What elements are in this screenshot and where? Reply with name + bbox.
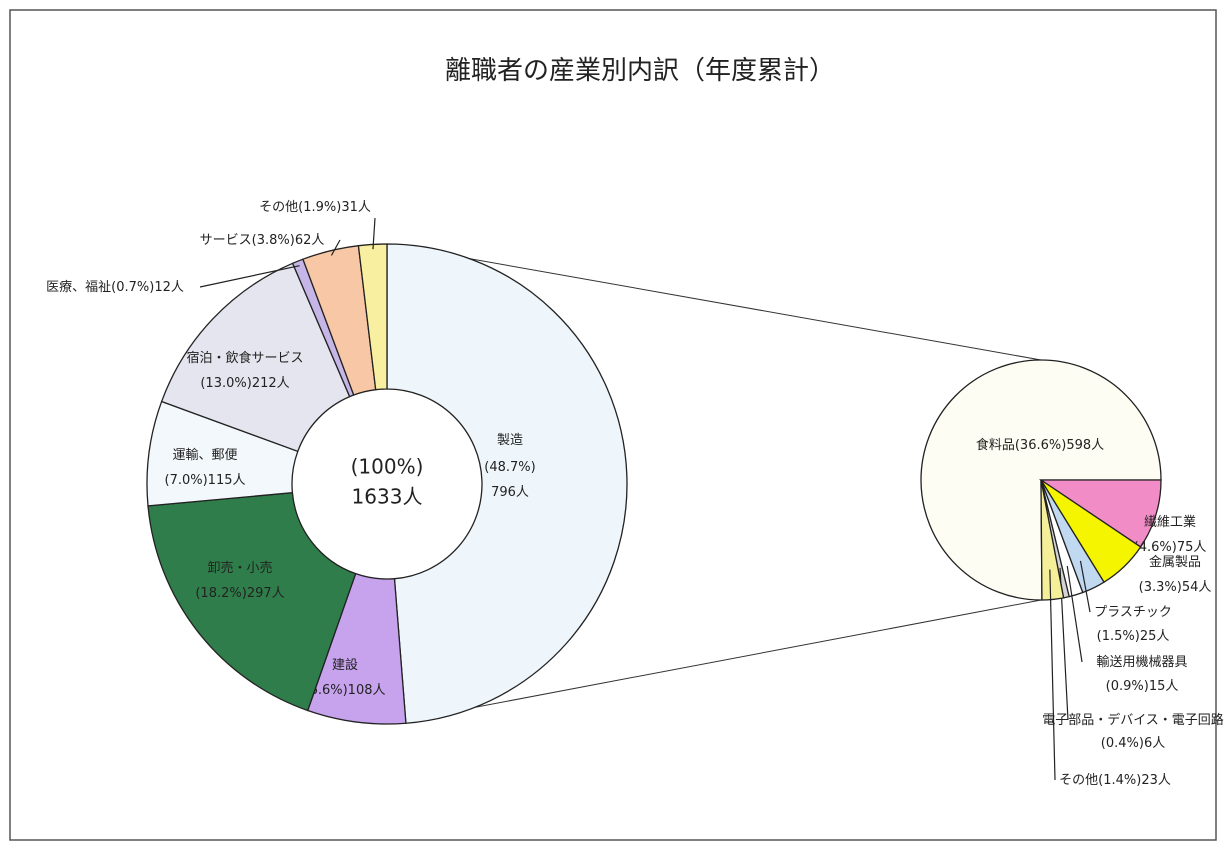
label-part: (18.2%) xyxy=(195,586,246,601)
label-part: 製造 xyxy=(497,433,523,448)
leader-line xyxy=(372,217,376,250)
slice xyxy=(147,491,357,712)
label-part: 31人 xyxy=(341,200,371,215)
label-part: 15人 xyxy=(1149,679,1179,694)
label-part: その他 xyxy=(1059,773,1098,788)
label-part: 75人 xyxy=(1177,540,1207,555)
label-part: 宿泊・飲食サービス xyxy=(186,350,303,366)
label-part: 建設 xyxy=(332,657,358,673)
label-part: 電子部品・デバイス・電子回路 xyxy=(1042,712,1224,728)
slice-label: (7.0%)115人 xyxy=(165,473,246,488)
label-part: 12人 xyxy=(154,280,184,295)
slice-label: 医療、福祉(0.7%)12人 xyxy=(46,280,184,295)
center-label: 1633人 xyxy=(352,485,423,509)
label-part: (7.0%) xyxy=(165,473,208,488)
slice-label: 食料品(36.6%)598人 xyxy=(976,437,1104,453)
slice-label: (13.0%)212人 xyxy=(200,376,289,391)
label-part: 108人 xyxy=(348,683,386,698)
slice-label: 宿泊・飲食サービス xyxy=(186,350,303,366)
label-part: 6人 xyxy=(1144,736,1165,751)
slice xyxy=(160,262,351,453)
label-part: 輸送用機械器具 xyxy=(1096,655,1187,670)
label-part: (0.7%) xyxy=(111,280,154,295)
label-part: (1.4%) xyxy=(1098,773,1141,788)
slice-label: 電子部品・デバイス・電子回路 xyxy=(1042,712,1224,728)
label-part: 23人 xyxy=(1141,773,1171,788)
label-part: 金属製品 xyxy=(1149,554,1201,570)
leader-line xyxy=(1066,565,1083,663)
label-part: 297人 xyxy=(247,586,285,601)
label-part: その他 xyxy=(259,200,298,215)
slice-label: 運輸、郵便 xyxy=(172,448,237,463)
center-label: (100%) xyxy=(351,455,424,479)
slice xyxy=(357,243,388,391)
leader-line xyxy=(330,239,341,256)
slice-label: (0.9%)15人 xyxy=(1106,679,1179,694)
slice-label: (0.4%)6人 xyxy=(1101,736,1165,751)
label-part: 繊維工業 xyxy=(1144,514,1196,530)
label-part: (3.3%) xyxy=(1139,580,1182,595)
label-part: (36.6%) xyxy=(1015,438,1066,453)
label-part: 212人 xyxy=(252,376,290,391)
label-part: 食料品 xyxy=(976,437,1015,453)
leader-line xyxy=(1079,560,1091,613)
slice-label: (4.6%)75人 xyxy=(1134,540,1207,555)
label-part: 598人 xyxy=(1066,438,1104,453)
slice-label: 輸送用機械器具 xyxy=(1096,655,1187,670)
slice-label: その他(1.4%)23人 xyxy=(1059,773,1171,788)
chart-title: 離職者の産業別内訳（年度累計） xyxy=(445,56,835,86)
slice-label: (18.2%)297人 xyxy=(195,586,284,601)
label-part: (0.4%) xyxy=(1101,736,1144,751)
slice-label: 卸売・小売 xyxy=(207,560,272,576)
label-part: (1.5%) xyxy=(1097,629,1140,644)
slice-label: 796人 xyxy=(491,485,529,500)
label-part: サービス xyxy=(200,233,252,248)
label-part: (48.7%) xyxy=(484,460,535,475)
leader-line xyxy=(1049,569,1056,781)
slice-label: サービス(3.8%)62人 xyxy=(200,233,325,248)
slice-label: その他(1.9%)31人 xyxy=(259,200,371,215)
slice-label: 金属製品 xyxy=(1149,554,1201,570)
label-part: 115人 xyxy=(208,473,246,488)
slice-label: 製造 xyxy=(497,433,523,448)
slice-label: プラスチック xyxy=(1094,605,1172,620)
label-part: 796人 xyxy=(491,485,529,500)
slice xyxy=(1040,479,1065,601)
slice-label: 繊維工業 xyxy=(1144,514,1196,530)
slice-label: (3.3%)54人 xyxy=(1139,580,1212,595)
label-part: 医療、福祉 xyxy=(46,280,111,295)
connector-line xyxy=(386,243,1042,361)
label-part: 25人 xyxy=(1140,629,1170,644)
slice xyxy=(386,243,628,724)
label-part: 54人 xyxy=(1182,580,1212,595)
label-part: (13.0%) xyxy=(200,376,251,391)
label-part: (3.8%) xyxy=(252,233,295,248)
label-part: 運輸、郵便 xyxy=(172,448,237,463)
connector-line xyxy=(386,599,1042,725)
slice-label: 建設 xyxy=(332,657,358,673)
label-part: (0.9%) xyxy=(1106,679,1149,694)
label-part: プラスチック xyxy=(1094,605,1172,620)
label-part: (1.9%) xyxy=(298,200,341,215)
label-part: 62人 xyxy=(295,233,325,248)
slice-label: (1.5%)25人 xyxy=(1097,629,1170,644)
slice-label: (48.7%) xyxy=(484,460,535,475)
label-part: 卸売・小売 xyxy=(207,560,272,576)
label-part: (4.6%) xyxy=(1134,540,1177,555)
leader-line xyxy=(199,265,300,288)
